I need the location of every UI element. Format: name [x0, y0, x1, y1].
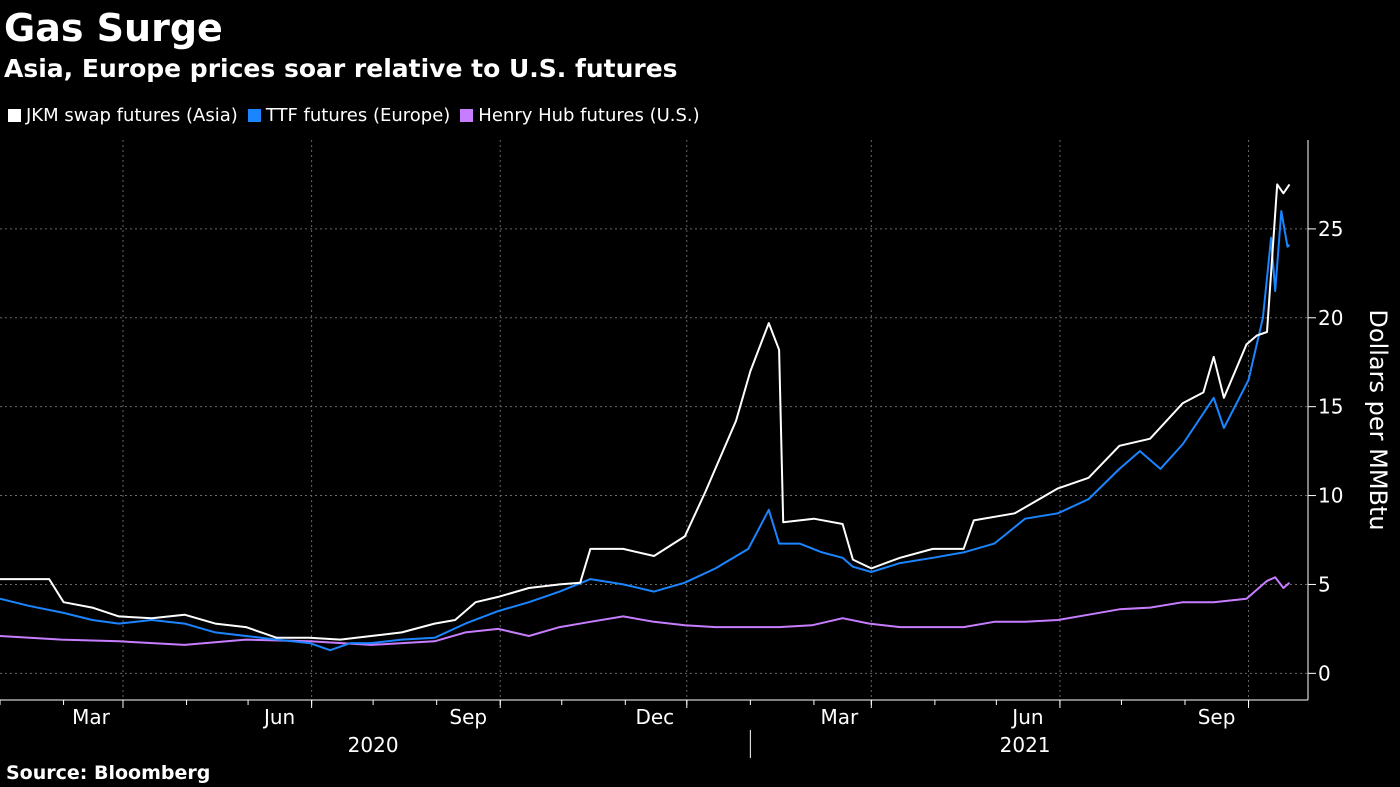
y-tick-label: 0	[1318, 661, 1331, 685]
x-tick-label: Sep	[1198, 705, 1236, 729]
legend-item-jkm: JKM swap futures (Asia)	[8, 105, 238, 126]
x-tick-label: Mar	[820, 705, 859, 729]
legend: JKM swap futures (Asia) TTF futures (Eur…	[8, 105, 700, 126]
legend-swatch-ttf	[247, 109, 261, 122]
legend-swatch-jkm	[8, 109, 21, 122]
y-tick-label: 20	[1318, 306, 1343, 330]
year-label: 2020	[348, 733, 399, 757]
y-tick-label: 15	[1318, 395, 1343, 419]
chart-title: Gas Surge	[4, 6, 223, 50]
x-tick-label: Mar	[72, 705, 111, 729]
x-tick-label: Jun	[1010, 705, 1043, 729]
x-tick-label: Dec	[635, 705, 674, 729]
y-tick-label: 5	[1318, 572, 1331, 596]
legend-swatch-hh	[460, 109, 474, 122]
year-label: 2021	[1000, 733, 1051, 757]
legend-item-hh: Henry Hub futures (U.S.)	[460, 105, 700, 126]
series-line-jkm	[0, 183, 1291, 641]
series-line-ttf	[0, 210, 1291, 652]
legend-label-ttf: TTF futures (Europe)	[265, 105, 451, 126]
y-tick-label: 25	[1318, 217, 1343, 241]
x-tick-label: Jun	[262, 705, 295, 729]
y-tick-label: 10	[1318, 484, 1343, 508]
source-note: Source: Bloomberg	[6, 762, 211, 784]
legend-item-ttf: TTF futures (Europe)	[247, 105, 451, 126]
y-axis-title: Dollars per MMBtu	[1364, 309, 1392, 530]
legend-label-jkm: JKM swap futures (Asia)	[26, 105, 238, 126]
chart-subtitle: Asia, Europe prices soar relative to U.S…	[4, 54, 678, 83]
series-line-hh	[0, 576, 1291, 646]
x-tick-label: Sep	[449, 705, 487, 729]
legend-label-hh: Henry Hub futures (U.S.)	[478, 105, 700, 126]
